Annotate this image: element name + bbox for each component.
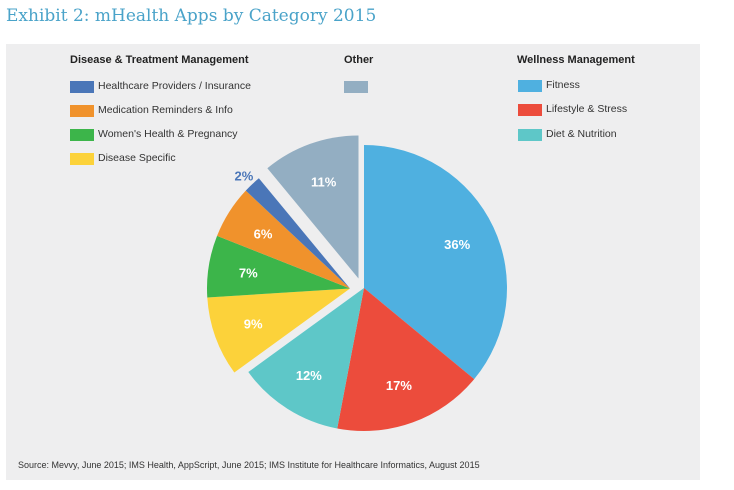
chart-panel: Disease & Treatment Management Healthcar… <box>6 44 700 480</box>
legend-label: Lifestyle & Stress <box>546 103 628 115</box>
pie-slice-disease-specific <box>207 288 351 373</box>
pie-slice-diet-nutrition <box>248 288 364 429</box>
legend-label: Women's Health & Pregnancy <box>98 128 238 140</box>
pie-label-fitness: 36% <box>444 237 470 252</box>
exhibit-title: Exhibit 2: mHealth Apps by Category 2015 <box>6 6 377 26</box>
legend-swatch <box>70 153 94 165</box>
legend-label: Medication Reminders & Info <box>98 104 233 116</box>
pie-label-lifestyle-stress: 17% <box>386 378 412 393</box>
legend-swatch <box>70 81 94 93</box>
pie-slice-women-s-health-pregnancy <box>207 235 351 298</box>
pie-slice-healthcare-providers-insurance <box>245 178 351 289</box>
pie-label-medication-reminders-info: 6% <box>254 226 273 241</box>
legend-title-wellness: Wellness Management <box>517 54 635 66</box>
legend-label: Fitness <box>546 79 580 91</box>
pie-label-disease-specific: 9% <box>244 316 263 331</box>
pie-slice-fitness <box>364 145 507 380</box>
pie-chart: 36% 17% 12% 9% 7% 6% 2% 11% <box>207 135 507 431</box>
legend-swatch <box>70 129 94 141</box>
legend-swatch <box>518 104 542 116</box>
pie-slice-other <box>267 135 359 279</box>
legend-label: Healthcare Providers / Insurance <box>98 80 251 92</box>
legend-swatch <box>344 81 368 93</box>
pie-slice-lifestyle-stress <box>337 288 475 431</box>
legend-title-other: Other <box>344 54 374 66</box>
legend-swatch <box>518 129 542 141</box>
pie-label-women-s-health-pregnancy: 7% <box>239 265 258 280</box>
legend-swatch <box>518 80 542 92</box>
pie-slice-medication-reminders-info <box>217 190 351 289</box>
legend-label: Diet & Nutrition <box>546 128 617 140</box>
legend-swatch <box>70 105 94 117</box>
source-note: Source: Mevvy, June 2015; IMS Health, Ap… <box>18 460 480 470</box>
legend-label: Disease Specific <box>98 152 176 164</box>
pie-label-other: 11% <box>311 175 337 190</box>
legend-title-disease: Disease & Treatment Management <box>70 54 249 66</box>
pie-label-healthcare-providers-insurance: 2% <box>235 168 254 183</box>
pie-label-diet-nutrition: 12% <box>296 368 322 383</box>
